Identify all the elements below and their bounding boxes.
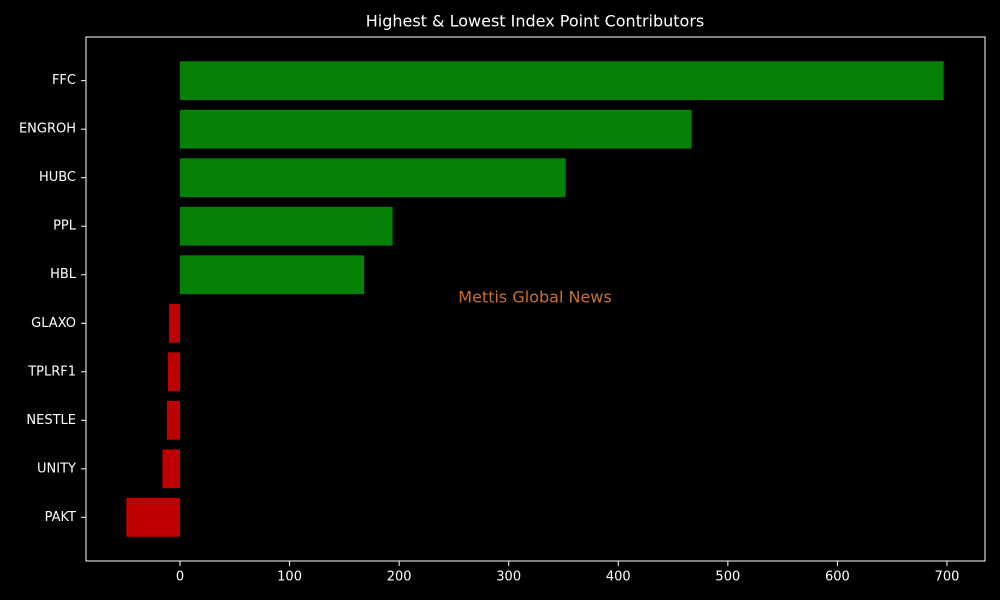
y-tick-label: GLAXO (31, 316, 76, 331)
y-tick-label: HUBC (39, 170, 76, 185)
bar (162, 449, 181, 489)
bar (180, 109, 692, 149)
bar (180, 61, 944, 101)
x-tick-label: 300 (496, 570, 521, 585)
watermark: Mettis Global News (458, 288, 611, 307)
bar (180, 206, 393, 246)
x-tick-label: 500 (715, 570, 740, 585)
bar (126, 497, 181, 537)
x-tick-label: 200 (387, 570, 412, 585)
bar (167, 352, 181, 392)
x-tick-label: 400 (606, 570, 631, 585)
y-tick-label: TPLRF1 (27, 364, 76, 379)
x-tick-label: 700 (935, 570, 960, 585)
y-tick-label: PPL (53, 219, 77, 234)
plot-frame (85, 36, 986, 562)
bar (166, 400, 181, 440)
x-tick-label: 0 (176, 570, 184, 585)
y-tick-label: FFC (52, 73, 76, 88)
y-tick-label: UNITY (37, 461, 76, 476)
y-tick-label: PAKT (45, 510, 76, 525)
bar (180, 255, 365, 295)
y-tick-label: HBL (50, 267, 77, 282)
bar (169, 303, 181, 343)
x-tick-label: 600 (825, 570, 850, 585)
x-tick-label: 100 (277, 570, 302, 585)
y-tick-label: NESTLE (26, 413, 76, 428)
y-tick-label: ENGROH (19, 122, 76, 137)
bar (180, 158, 566, 198)
chart-title: Highest & Lowest Index Point Contributor… (366, 12, 705, 31)
